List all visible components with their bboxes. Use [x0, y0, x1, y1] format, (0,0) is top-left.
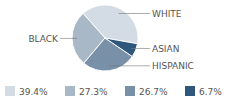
slice-label: WHITE	[152, 9, 182, 19]
legend-label: 39.4%	[19, 87, 48, 97]
slice-label: HISPANIC	[152, 61, 194, 71]
legend-label: 6.7%	[199, 87, 222, 97]
leader-line	[60, 38, 77, 39]
slice	[105, 38, 138, 57]
slice-label: ASIAN	[152, 44, 179, 54]
slice-labels: WHITE BLACK HISPANIC ASIAN	[28, 9, 193, 71]
legend-swatch	[185, 86, 195, 96]
slices	[72, 5, 138, 71]
slice-label: BLACK	[28, 34, 59, 44]
legend-label: 26.7%	[139, 87, 168, 97]
legend-swatch	[125, 86, 135, 96]
leader-line	[119, 13, 150, 14]
leader-line	[131, 48, 150, 49]
leader-line	[109, 65, 150, 66]
legend-swatch	[5, 86, 15, 96]
legend-label: 27.3%	[79, 87, 108, 97]
chart: WHITE BLACK HISPANIC ASIAN 39.4% 27.3% 26.7% 6.…	[0, 0, 240, 100]
legend: 39.4% 27.3% 26.7% 6.7%	[5, 86, 222, 97]
legend-swatch	[65, 86, 75, 96]
